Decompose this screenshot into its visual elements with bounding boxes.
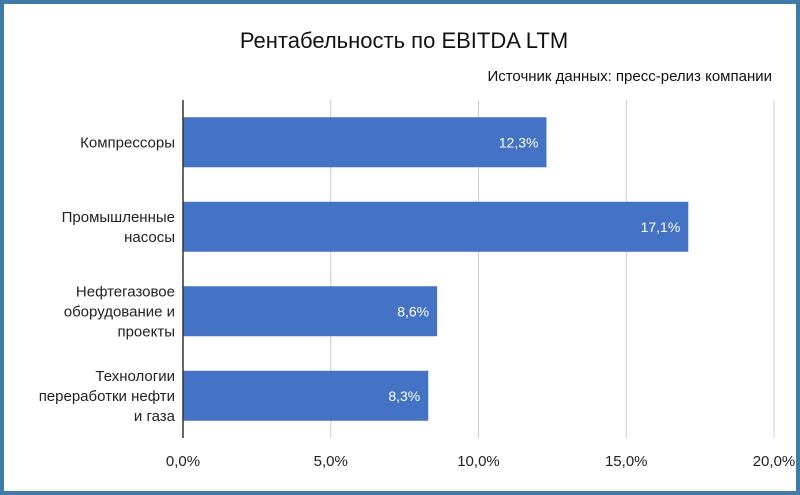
bar	[183, 117, 547, 168]
x-tick-label: 5,0%	[314, 453, 348, 470]
bar	[183, 370, 429, 421]
category-label: Технологии переработки нефти и газа	[39, 368, 176, 425]
labels-group: 0,0% 5,0% 10,0% 15,0% 20,0% 12,3% Компрессоры 1…	[39, 134, 796, 470]
bar	[183, 201, 689, 252]
x-tick-label: 10,0%	[457, 453, 500, 470]
bars-group	[183, 117, 689, 421]
bar-value-label: 12,3%	[499, 134, 539, 150]
bar	[183, 286, 438, 337]
chart-title: Рентабельность по EBITDA LTM	[239, 28, 569, 53]
bar-value-label: 8,3%	[388, 388, 420, 404]
chart-subtitle: Источник данных: пресс-релиз компании	[487, 68, 772, 85]
category-label: Компрессоры	[80, 134, 175, 151]
bar-value-label: 17,1%	[641, 219, 681, 235]
x-tick-label: 15,0%	[605, 453, 648, 470]
category-label: Нефтегазовое оборудование и проекты	[64, 283, 175, 340]
x-tick-label: 20,0%	[753, 453, 796, 470]
x-tick-label: 0,0%	[166, 453, 200, 470]
bar-value-label: 8,6%	[397, 303, 429, 319]
category-label: Промышленные насосы	[62, 209, 175, 246]
